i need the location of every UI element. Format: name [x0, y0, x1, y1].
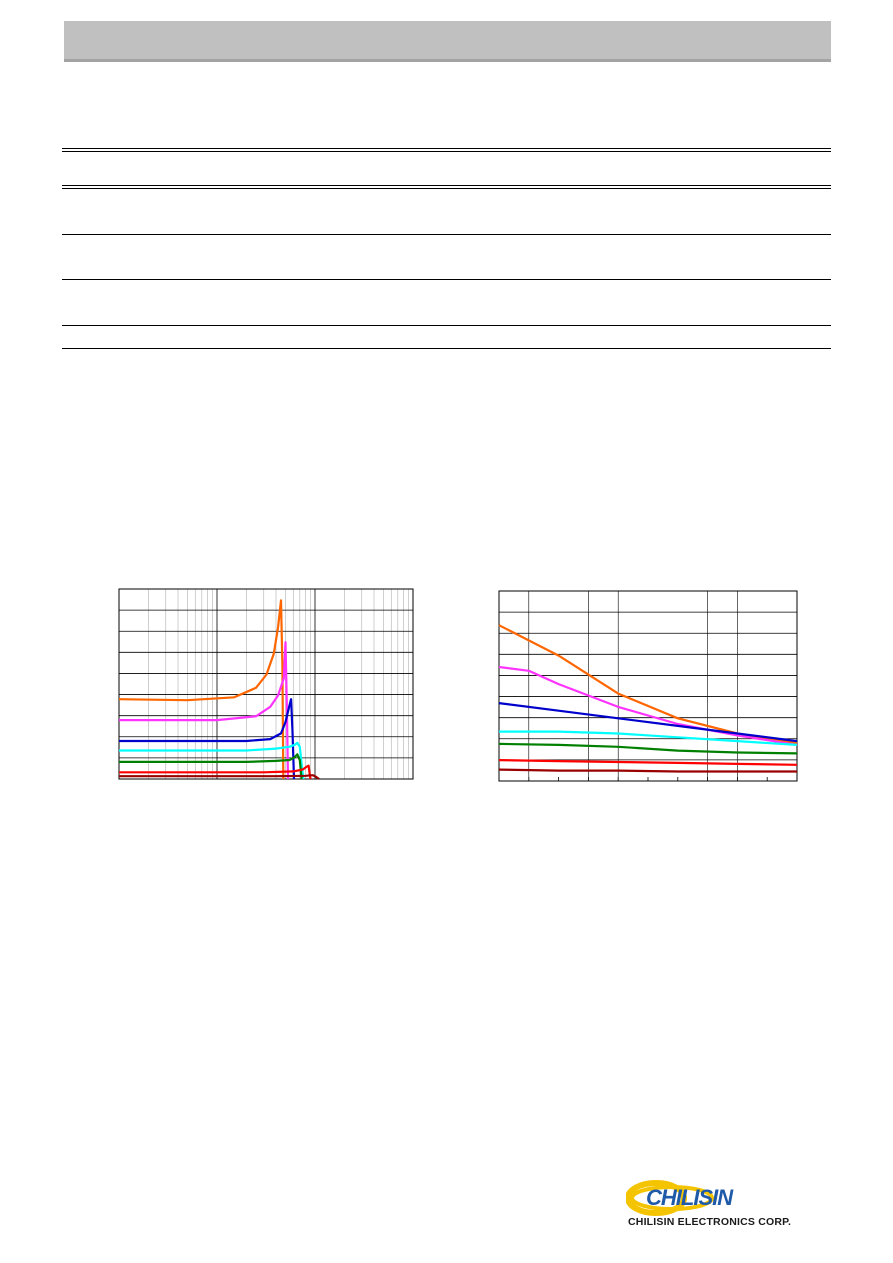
series-line-7 [119, 774, 320, 780]
series-line-7 [498, 768, 797, 773]
logo-wordmark: CHILISIN [646, 1185, 734, 1210]
series-line-1 [498, 624, 798, 745]
series-line-4 [119, 741, 305, 780]
inductance-vs-temperature-chart [498, 590, 798, 782]
logo-icon: CHILISIN [625, 1180, 735, 1216]
chart-1-plot [118, 588, 414, 780]
table-rule-bottom [62, 348, 831, 349]
page-header-bar [64, 21, 831, 62]
plot-frame [498, 590, 798, 782]
series-line-2 [498, 665, 798, 746]
table-rule-top [62, 148, 831, 152]
table-rule-header [62, 185, 831, 189]
chilisin-logo: CHILISIN [625, 1177, 826, 1233]
table-rule [62, 279, 831, 280]
plot-frame [118, 588, 414, 780]
table-rule [62, 325, 831, 326]
series-line-4 [499, 730, 798, 746]
series-line-3 [119, 698, 296, 780]
series-line-5 [119, 753, 303, 780]
series-line-5 [498, 742, 798, 755]
series-line-2 [119, 641, 290, 780]
chart-2-plot [498, 590, 798, 782]
inductance-vs-current-chart [118, 588, 414, 781]
table-rule [62, 234, 831, 235]
series-line-6 [119, 764, 312, 780]
series-line-6 [498, 759, 798, 766]
series-line-1 [118, 599, 285, 780]
company-name: CHILISIN ELECTRONICS CORP. [628, 1216, 792, 1228]
series-line-3 [498, 702, 798, 743]
